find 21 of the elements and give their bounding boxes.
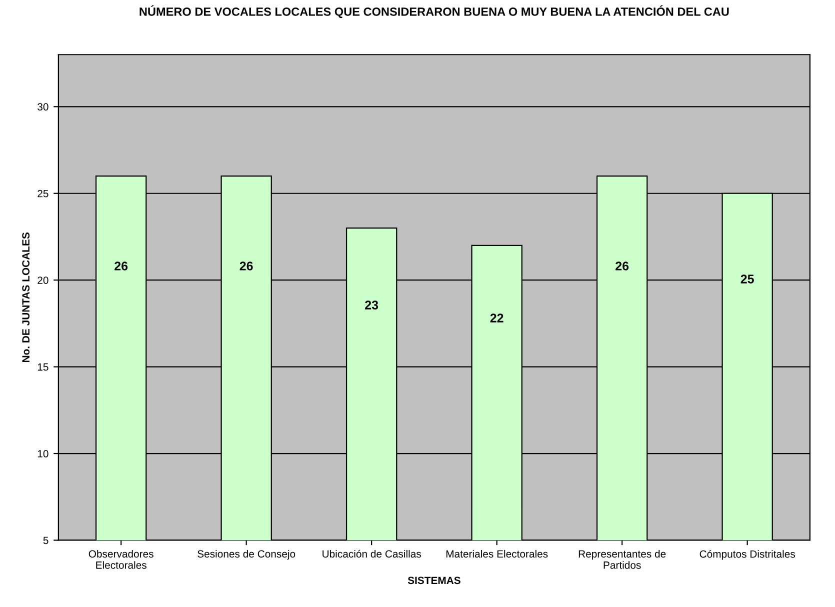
data-label: 26 bbox=[240, 262, 253, 270]
chart-title: NÚMERO DE VOCALES LOCALES QUE CONSIDERARON BUENA O MUY BUENA LA ATENCIÓN DEL CAU bbox=[140, 5, 729, 18]
x-axis-title: SISTEMAS bbox=[408, 576, 460, 584]
x-tick-label: Representantes de Partidos bbox=[578, 550, 666, 569]
y-tick-label: 25 bbox=[38, 190, 48, 198]
data-label: 23 bbox=[365, 300, 378, 310]
x-tick-label: Cómputos Distritales bbox=[700, 550, 795, 560]
data-label: 26 bbox=[616, 262, 629, 270]
x-tick-label: Sesiones de Consejo bbox=[198, 550, 296, 560]
x-tick-label: Observadores Electorales bbox=[88, 550, 154, 569]
y-tick-label: 30 bbox=[38, 103, 48, 111]
data-label: 25 bbox=[740, 274, 754, 284]
x-tick-label: Materiales Electorales bbox=[446, 550, 548, 558]
x-tick-label: Ubicación de Casillas bbox=[322, 550, 421, 558]
y-tick-label: 20 bbox=[38, 276, 48, 284]
data-label: 26 bbox=[114, 262, 128, 270]
y-tick-label: 15 bbox=[38, 363, 48, 371]
y-axis-title: No. DE JUNTAS LOCALES bbox=[22, 232, 30, 362]
y-tick-label: 10 bbox=[38, 450, 48, 458]
data-label: 22 bbox=[490, 314, 504, 322]
y-tick-label: 5 bbox=[43, 536, 48, 544]
